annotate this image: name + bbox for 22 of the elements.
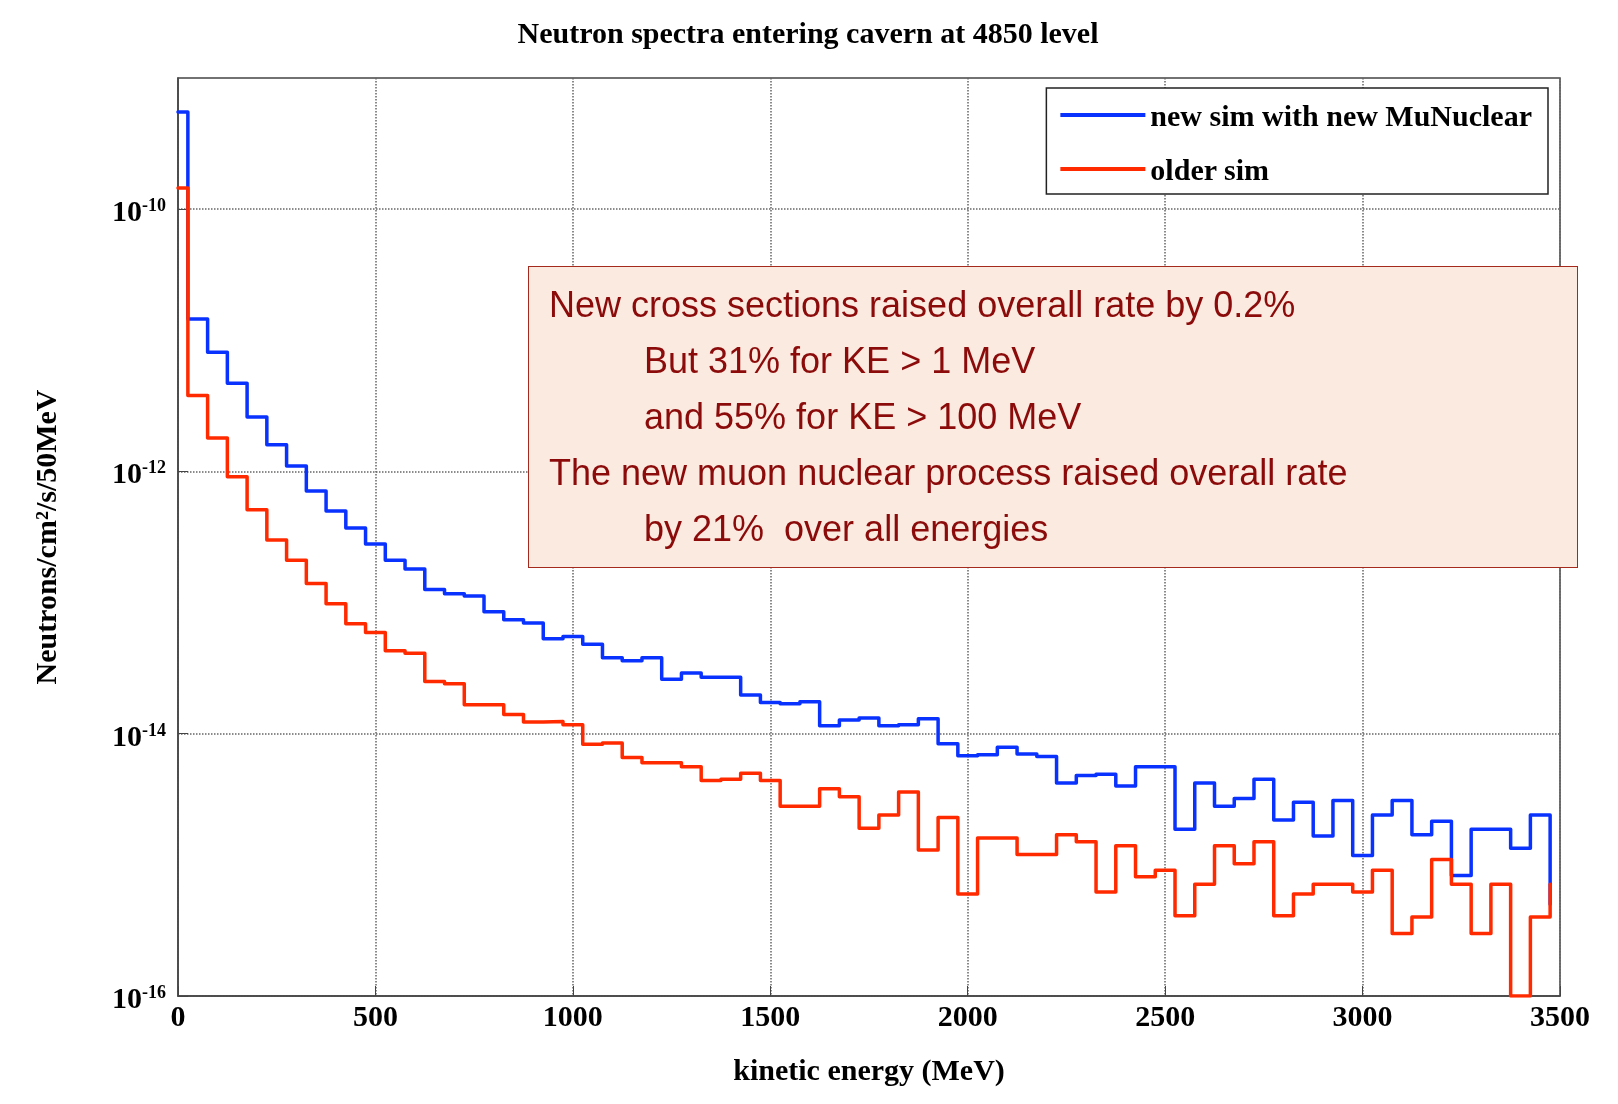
x-tick-label: 3000 (1332, 999, 1393, 1032)
x-tick-label: 500 (352, 999, 398, 1032)
y-tick-label: 10$^{-10}$ (112, 194, 166, 228)
x-axis-title: kinetic energy (MeV) (733, 1052, 1005, 1087)
annotation: by 21% over all energies (643, 507, 1050, 551)
y-tick-label: 10$^{-12}$ (112, 456, 166, 490)
legend-label: older sim (1150, 152, 1269, 186)
y-tick-label: 10$^{-14}$ (112, 718, 166, 752)
x-tick-label: 2000 (937, 999, 998, 1032)
legend-label: new sim with new MuNuclear (1150, 98, 1532, 132)
annotation: New cross sections raised overall rate by 0.2% (549, 283, 1297, 327)
x-tick-label: 1500 (740, 999, 801, 1032)
x-tick-label: 3500 (1530, 999, 1590, 1032)
chart-title: Neutron spectra entering cavern at 4850 level (517, 15, 1099, 49)
annotation: But 31% for KE > 1 MeV (643, 339, 1037, 383)
y-axis-title: Neutrons/cm²/s/50MeV (28, 389, 62, 685)
x-tick-label: 1000 (542, 999, 603, 1032)
annotation: The new muon nuclear process raised overall rate (549, 451, 1349, 495)
annotation: and 55% for KE > 100 MeV (643, 395, 1083, 439)
x-tick-label: 0 (170, 999, 186, 1032)
x-tick-label: 2500 (1135, 999, 1196, 1032)
y-tick-label: 10$^{-16}$ (112, 981, 166, 1014)
